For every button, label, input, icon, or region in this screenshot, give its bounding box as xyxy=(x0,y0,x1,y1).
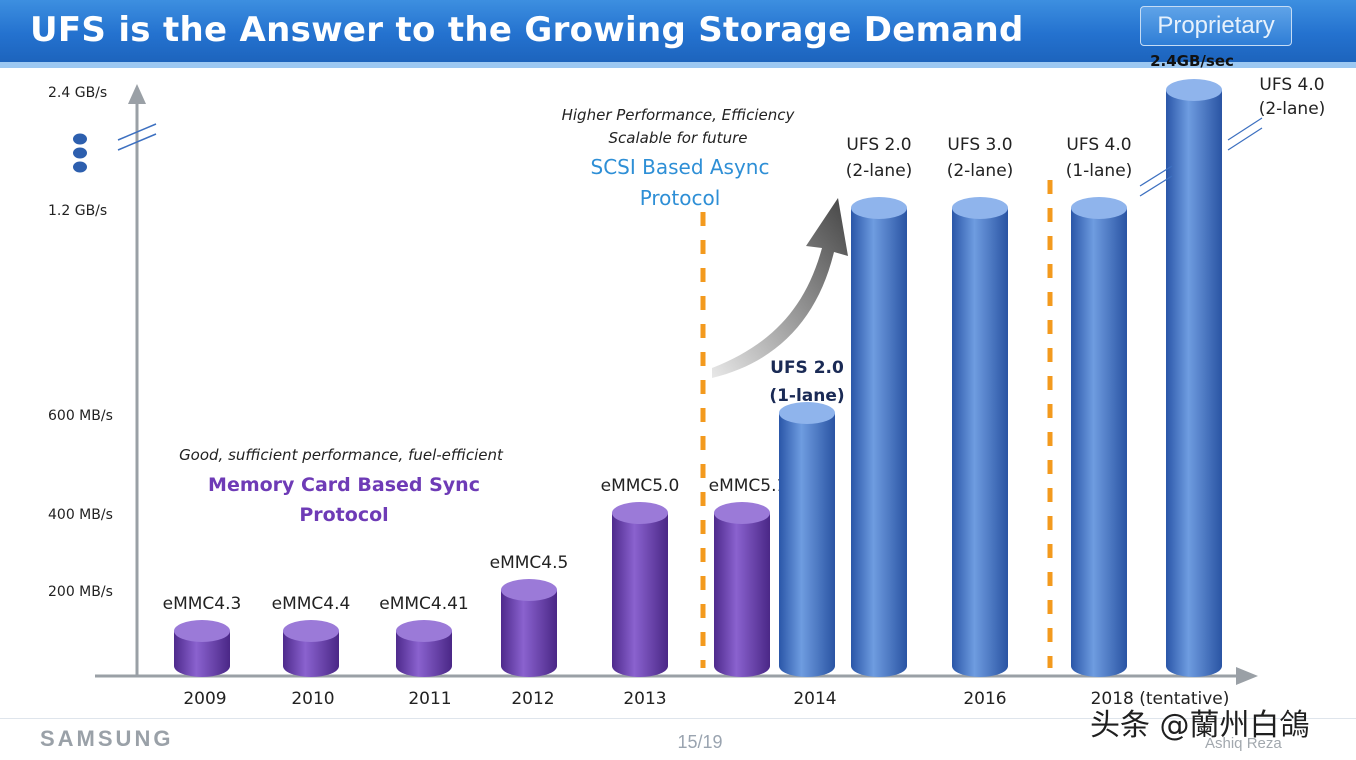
y-tick-label: 200 MB/s xyxy=(48,584,113,600)
bar-top xyxy=(396,620,452,642)
bar xyxy=(396,631,452,677)
bar-label: UFS 2.0 xyxy=(770,358,844,378)
bar-label: eMMC5.0 xyxy=(601,476,680,496)
bar-top xyxy=(174,620,230,642)
bar-label: eMMC5.1 xyxy=(709,476,788,496)
async-title: Protocol xyxy=(640,186,721,210)
x-tick-label: 2009 xyxy=(183,689,226,709)
sync-title: Memory Card Based Sync xyxy=(208,474,480,496)
x-tick-label: 2013 xyxy=(623,689,666,709)
bar-label: UFS 4.0 xyxy=(1066,135,1131,155)
bar-label: eMMC4.3 xyxy=(163,594,242,614)
slide-header xyxy=(0,0,1356,62)
bar-top xyxy=(851,197,907,219)
y-axis-arrow xyxy=(128,84,146,104)
x-tick-label: 2018 (tentative) xyxy=(1091,689,1230,709)
bar-label: UFS 3.0 xyxy=(947,135,1012,155)
bar-break xyxy=(1139,175,1173,197)
bar-top xyxy=(1166,79,1222,101)
slide-title: UFS is the Answer to the Growing Storage… xyxy=(30,10,1024,50)
x-axis-arrow xyxy=(1236,667,1258,685)
x-tick-label: 2011 xyxy=(408,689,451,709)
x-tick-label: 2014 xyxy=(793,689,836,709)
bar xyxy=(851,208,907,677)
axis-break xyxy=(117,123,157,141)
bar-label: eMMC4.4 xyxy=(272,594,351,614)
header-stripe xyxy=(0,62,1356,68)
bar-top xyxy=(283,620,339,642)
axis-ellipsis-dot xyxy=(73,161,87,173)
async-title: SCSI Based Async xyxy=(591,155,770,179)
bar-break xyxy=(1139,165,1173,187)
axis-ellipsis-dot xyxy=(73,147,87,159)
watermark-cn: 头条 @蘭州白鴿 xyxy=(1090,708,1310,743)
y-tick-label: 2.4 GB/s xyxy=(48,85,107,101)
x-tick-label: 2012 xyxy=(511,689,554,709)
axis-break xyxy=(117,133,157,151)
y-tick-label: 400 MB/s xyxy=(48,507,113,523)
bar-label: eMMC4.41 xyxy=(379,594,469,614)
proprietary-badge: Proprietary xyxy=(1140,6,1292,46)
bar-break xyxy=(1227,127,1263,151)
samsung-logo: SAMSUNG xyxy=(40,726,174,751)
bar-top xyxy=(612,502,668,524)
bar-top xyxy=(1071,197,1127,219)
bar-top xyxy=(714,502,770,524)
x-tick-label: 2016 xyxy=(963,689,1006,709)
bar-break xyxy=(1227,117,1263,141)
bar xyxy=(1166,90,1222,677)
bar-top xyxy=(501,579,557,601)
bar xyxy=(283,631,339,677)
async-note: Higher Performance, Efficiency xyxy=(562,106,796,124)
page-number: 15/19 xyxy=(677,732,723,752)
bar-label: (2-lane) xyxy=(1259,99,1326,119)
bar xyxy=(501,590,557,677)
bar-label: (1-lane) xyxy=(1066,161,1133,181)
bar xyxy=(1071,208,1127,677)
axis-ellipsis-dot xyxy=(73,133,87,145)
bar-label: UFS 2.0 xyxy=(846,135,911,155)
bar xyxy=(779,413,835,677)
bar xyxy=(952,208,1008,677)
bar-label: (2-lane) xyxy=(947,161,1014,181)
bar-label: (2-lane) xyxy=(846,161,913,181)
watermark-author: Ashiq Reza xyxy=(1205,735,1282,752)
bar-top xyxy=(952,197,1008,219)
bar-label: UFS 4.0 xyxy=(1259,75,1324,95)
bar-value-label: 2.4GB/sec xyxy=(1150,52,1234,70)
footer-divider xyxy=(0,718,1356,719)
bar xyxy=(714,513,770,677)
bar xyxy=(174,631,230,677)
bar-top xyxy=(779,402,835,424)
sync-note: Good, sufficient performance, fuel-effic… xyxy=(179,446,504,464)
y-tick-label: 600 MB/s xyxy=(48,408,113,424)
bar-label: (1-lane) xyxy=(769,386,844,406)
growth-arrow xyxy=(712,198,848,378)
y-tick-label: 1.2 GB/s xyxy=(48,203,107,219)
async-note: Scalable for future xyxy=(609,129,748,147)
x-tick-label: 2010 xyxy=(291,689,334,709)
bar xyxy=(612,513,668,677)
sync-title: Protocol xyxy=(299,504,388,526)
bar-label: eMMC4.5 xyxy=(490,553,569,573)
